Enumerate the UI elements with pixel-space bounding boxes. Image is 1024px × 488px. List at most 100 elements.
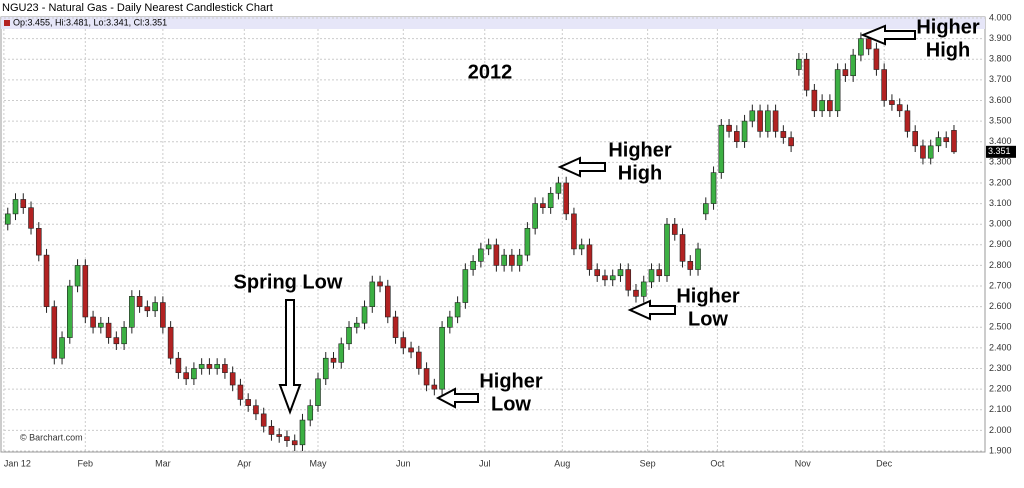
candle-body [757,110,763,132]
candle-body [384,285,391,318]
candle-body [35,228,42,256]
candle-body [532,203,538,229]
candle-body [881,69,887,101]
candle-body [377,281,383,287]
candle-body [540,203,546,208]
candle-body [718,124,725,173]
annotation: Higher [676,285,740,307]
candle-body [563,182,569,215]
candle-body [144,306,151,312]
candle-body [695,248,701,270]
candle-body [245,399,251,406]
candle-body [183,372,189,380]
y-tick-label: 2.400 [989,342,1012,352]
candle-body [136,296,143,307]
candle-body [625,269,632,291]
candle-body [493,244,500,266]
annotation: Low [491,393,531,415]
y-tick-label: 2.700 [989,280,1012,290]
candle-body [671,223,678,235]
candle-body [175,357,182,373]
y-tick-label: 3.100 [989,198,1012,208]
y-tick-label: 2.600 [989,301,1012,311]
candle-body [920,145,926,159]
candle-body [105,322,112,338]
candle-body [322,357,329,380]
x-tick-label: Sep [640,458,656,468]
candle-body [586,244,593,270]
candle-body [889,100,895,105]
y-tick-label: 3.800 [989,54,1012,64]
candle-body [284,436,290,441]
arrow [557,156,606,178]
candle-body [214,364,220,369]
candle-body [571,213,577,250]
candle-body [90,316,96,328]
candle-body [602,275,608,281]
y-tick-label: 3.700 [989,74,1012,84]
x-tick-label: Feb [78,458,94,468]
candle-body [167,326,174,359]
candle-body [741,120,748,143]
candle-body [338,343,345,363]
annotation: High [926,39,970,61]
y-tick-label: 1.900 [989,445,1012,455]
candle-body [578,244,585,250]
watermark: © Barchart.com [20,432,83,442]
candle-body [873,48,880,70]
candle-body [268,425,275,435]
candle-body [152,302,158,312]
candle-body [850,54,856,77]
candle-body [82,265,89,318]
candle-body [609,275,616,281]
candle-body [361,306,368,324]
candle-body [904,110,911,132]
y-tick-label: 2.200 [989,384,1012,394]
candle-body [431,384,438,390]
candle-body [129,296,135,328]
y-tick-label: 3.000 [989,219,1012,229]
y-tick-label: 3.400 [989,136,1012,146]
candle-body [788,137,794,147]
candle-body [98,322,104,328]
candle-body [12,199,19,215]
candle-body [803,58,810,91]
annotation: Higher [916,16,980,38]
candle-body [726,124,732,132]
candle-body [555,182,562,194]
candle-body [516,254,523,266]
annotation: High [618,162,662,184]
candle-body [656,269,663,277]
arrow [435,387,479,409]
x-tick-label: Dec [876,458,893,468]
candle-body [462,269,469,303]
candle-body [734,131,740,143]
annotation: Higher [608,139,672,161]
candle-body [237,384,244,400]
y-tick-label: 4.000 [989,12,1012,22]
x-tick-label: Apr [237,458,251,468]
candle-body [400,337,407,349]
arrow [860,24,916,46]
candle-body [912,131,918,147]
x-tick-label: May [309,458,327,468]
candle-body [416,351,422,369]
arrows [278,24,916,415]
candle-body [392,316,399,338]
x-tick-label: Jul [479,458,491,468]
candle-body [346,326,352,345]
candle-body [935,137,942,147]
candle-body [206,364,213,369]
candle-body [710,172,717,204]
x-tick-label: Mar [155,458,171,468]
candle-body [819,100,825,112]
last-price-label: 3.351 [988,146,1011,156]
candle-body [896,104,903,112]
candle-body [780,131,787,138]
candle-body [59,337,65,359]
info-swatch [4,20,10,26]
candle-body [478,248,484,262]
candle-body [74,265,81,287]
candle-body [509,254,515,266]
